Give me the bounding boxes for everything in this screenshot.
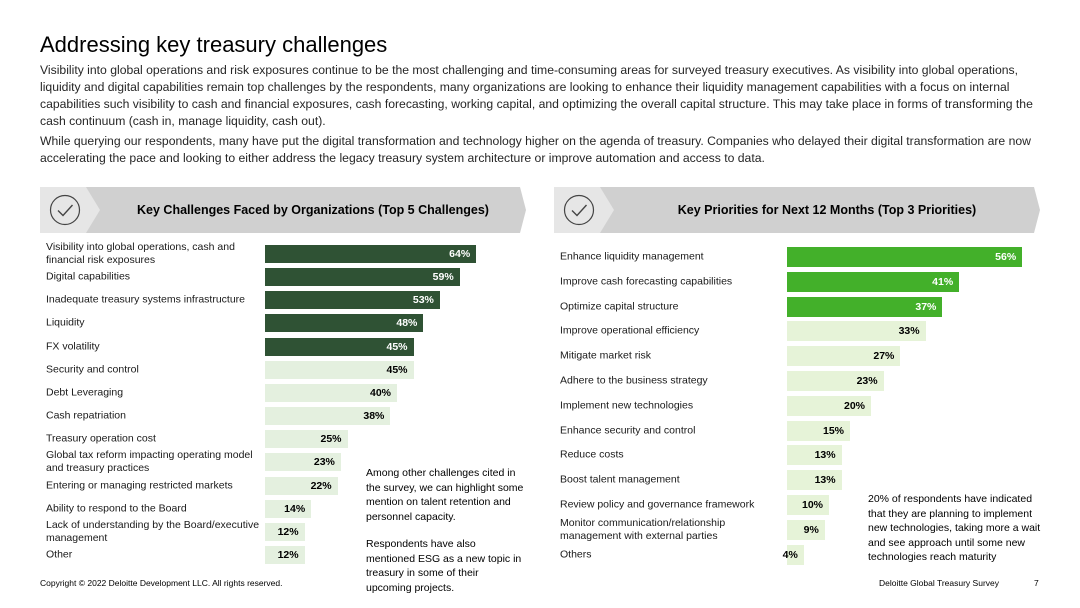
category-label: Visibility into global operations, cash …	[46, 241, 235, 266]
category-label: FX volatility	[46, 340, 100, 353]
value-label: 14%	[284, 502, 306, 515]
bar	[265, 245, 477, 263]
value-label: 15%	[822, 424, 844, 437]
bar	[265, 360, 414, 379]
survey-name: Deloitte Global Treasury Survey	[879, 578, 999, 588]
bar	[265, 476, 338, 495]
category-label: Improve operational efficiency	[560, 324, 700, 337]
bar	[787, 519, 825, 540]
bar	[265, 453, 341, 472]
category-label: Other	[46, 548, 73, 561]
category-label: Inadequate treasury systems infrastructu…	[46, 293, 246, 306]
bar	[787, 420, 850, 441]
priorities-banner-label: Key Priorities for Next 12 Months (Top 3…	[677, 203, 977, 217]
page-title: Addressing key treasury challenges	[40, 32, 388, 57]
value-label: 38%	[363, 410, 385, 423]
category-label: Cash repatriation	[46, 409, 126, 422]
category-label: Global tax reform impacting operating mo…	[46, 449, 253, 475]
category-label: Lack of understanding by the Board/execu…	[46, 518, 260, 544]
value-label: 59%	[432, 271, 454, 284]
value-label: 37%	[915, 300, 937, 313]
category-label: Security and control	[46, 363, 139, 376]
category-label: Implement new technologies	[560, 399, 694, 412]
value-label: 13%	[814, 449, 836, 462]
bar	[265, 545, 305, 564]
value-label: 22%	[310, 479, 332, 492]
category-label: Debt Leveraging	[46, 386, 124, 399]
bar	[265, 291, 440, 310]
value-label: 48%	[396, 317, 418, 330]
priorities-bar-chart: Enhance liquidity management 56% Improve c…	[554, 240, 1034, 570]
value-label: 23%	[313, 456, 335, 469]
category-label: Mitigate market risk	[560, 349, 652, 362]
value-label: 41%	[932, 275, 954, 288]
bar	[265, 430, 348, 449]
bar	[787, 321, 926, 342]
category-label: Adhere to the business strategy	[560, 374, 708, 387]
page-number: 7	[1034, 578, 1039, 588]
bar	[787, 371, 884, 391]
value-label: 45%	[386, 363, 408, 376]
value-label: 12%	[277, 548, 299, 561]
category-label: Improve cash forecasting capabilities	[560, 275, 733, 288]
bar	[265, 337, 414, 356]
bar	[265, 407, 391, 426]
value-label: 40%	[369, 386, 391, 399]
esg-note: Respondents have also mentioned ESG as a…	[366, 538, 522, 594]
bar	[265, 522, 305, 541]
challenges-banner: Key Challenges Faced by Organizations (T…	[40, 187, 526, 233]
value-label: 25%	[320, 433, 342, 446]
bar	[265, 499, 312, 518]
bar	[787, 445, 842, 466]
bar	[787, 296, 943, 317]
value-label: 27%	[873, 350, 895, 363]
value-label: 33%	[898, 325, 920, 338]
category-label: Boost talent management	[560, 473, 680, 486]
category-label: Optimize capital structure	[560, 300, 679, 313]
bar	[265, 268, 460, 287]
category-label: Enhance liquidity management	[560, 250, 704, 263]
value-label: 56%	[995, 251, 1017, 263]
value-label: 4%	[782, 548, 798, 561]
challenges-banner-label: Key Challenges Faced by Organizations (T…	[137, 203, 489, 217]
bar	[787, 470, 842, 491]
bar	[787, 544, 804, 565]
bar	[265, 314, 424, 333]
value-label: 53%	[412, 294, 434, 307]
category-label: Entering or managing restricted markets	[46, 479, 233, 491]
value-label: 10%	[801, 499, 823, 511]
value-label: 12%	[277, 525, 299, 538]
new-technologies-note: 20% of respondents have indicated that t…	[868, 493, 1041, 563]
value-label: 9%	[803, 523, 819, 536]
bar	[787, 247, 1023, 267]
value-label: 23%	[856, 375, 878, 387]
category-label: Ability to respond to the Board	[46, 502, 187, 515]
bar	[787, 495, 829, 515]
bar	[787, 271, 960, 292]
category-label: Enhance security and control	[560, 424, 696, 437]
category-label: Digital capabilities	[46, 270, 131, 283]
checkmark-circle-icon	[563, 194, 595, 226]
value-label: 64%	[449, 248, 471, 260]
bar	[787, 346, 901, 367]
category-label: Liquidity	[46, 316, 85, 329]
bar	[787, 395, 871, 416]
challenges-bar-chart: Visibility into global operations, cash …	[40, 240, 520, 570]
value-label: 20%	[843, 399, 865, 412]
category-label: Others	[560, 548, 592, 561]
category-label: Reduce costs	[560, 448, 624, 461]
value-label: 13%	[814, 474, 836, 487]
intro-paragraph: Visibility into global operations and ri…	[40, 63, 1033, 128]
category-label: Monitor communication/relationship manag…	[560, 516, 726, 542]
other-challenges-note: Among other challenges cited in the surv…	[366, 467, 524, 523]
category-label: Treasury operation cost	[46, 432, 156, 445]
digital-transformation-paragraph: While querying our respondents, many hav…	[40, 134, 1031, 165]
category-label: Review policy and governance framework	[560, 498, 755, 511]
bar	[265, 383, 397, 402]
value-label: 45%	[386, 340, 408, 353]
priorities-banner: Key Priorities for Next 12 Months (Top 3…	[554, 187, 1040, 233]
copyright-text: Copyright © 2022 Deloitte Development LL…	[40, 578, 283, 588]
checkmark-circle-icon	[49, 194, 81, 226]
